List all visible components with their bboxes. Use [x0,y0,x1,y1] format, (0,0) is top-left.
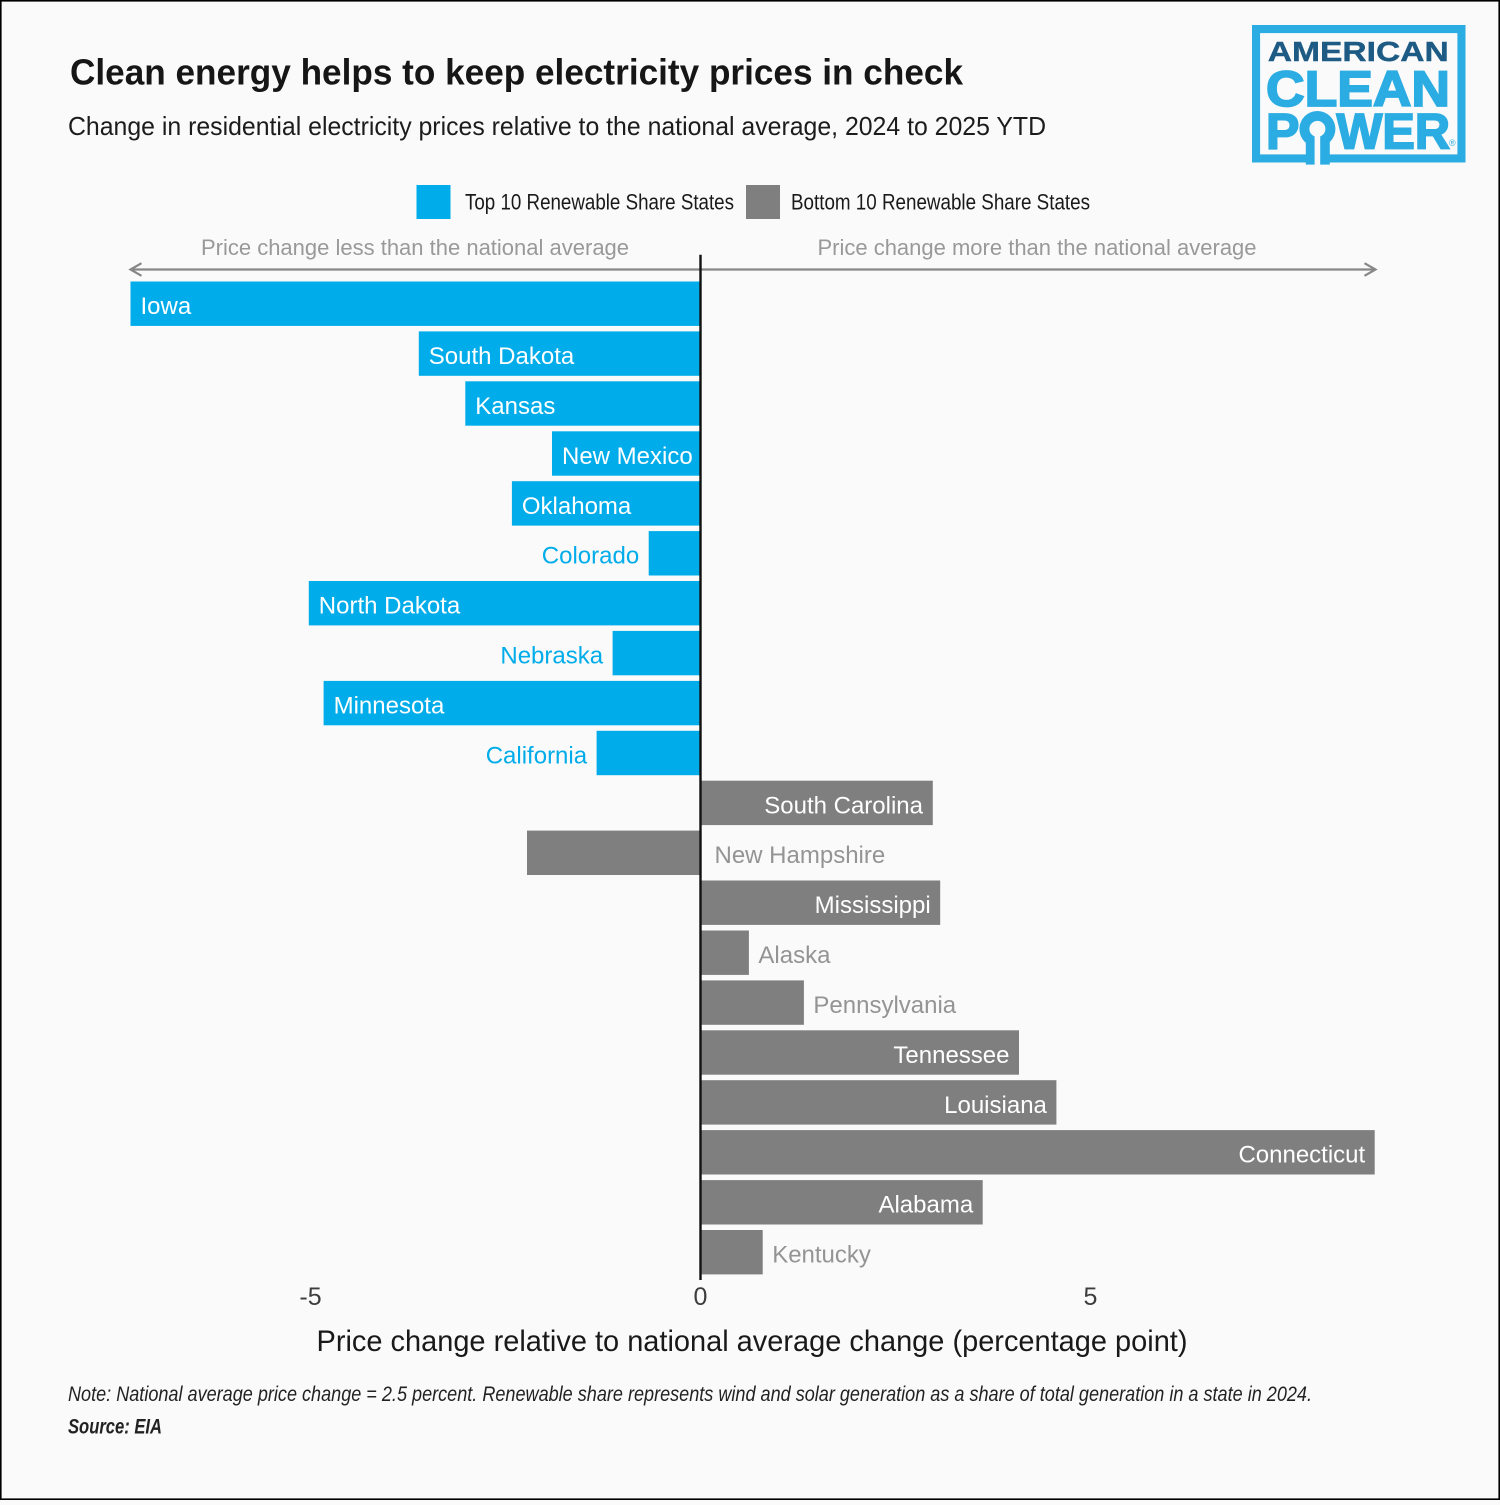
svg-text:New Hampshire: New Hampshire [715,842,886,869]
svg-text:South Carolina: South Carolina [764,792,923,819]
svg-text:®: ® [1449,138,1456,148]
svg-text:Source: EIA: Source: EIA [68,1415,162,1439]
svg-text:Nebraska: Nebraska [500,643,603,670]
svg-text:5: 5 [1084,1283,1098,1311]
svg-text:North Dakota: North Dakota [319,593,461,620]
svg-text:-5: -5 [299,1283,321,1311]
svg-text:Louisiana: Louisiana [944,1092,1047,1119]
svg-text:Kansas: Kansas [475,393,555,420]
svg-text:Price change less than the nat: Price change less than the national aver… [201,235,629,260]
svg-text:CLEAN: CLEAN [1266,61,1450,117]
svg-text:Colorado: Colorado [542,543,639,570]
svg-text:New Mexico: New Mexico [562,443,693,470]
svg-text:Kentucky: Kentucky [772,1242,871,1269]
svg-text:Oklahoma: Oklahoma [522,493,632,520]
svg-text:Pennsylvania: Pennsylvania [813,992,956,1019]
svg-text:Alaska: Alaska [758,942,831,969]
svg-text:Alabama: Alabama [878,1192,973,1219]
svg-text:South Dakota: South Dakota [429,343,575,370]
svg-text:Iowa: Iowa [141,293,192,320]
svg-text:Note: National average price c: Note: National average price change = 2.… [68,1382,1312,1406]
svg-text:Top 10 Renewable Share States: Top 10 Renewable Share States [465,190,734,215]
svg-text:Tennessee: Tennessee [893,1042,1009,1069]
svg-text:P: P [1266,104,1299,160]
svg-text:Price change more than the nat: Price change more than the national aver… [817,235,1256,260]
svg-text:Price change relative to natio: Price change relative to national averag… [317,1325,1188,1358]
svg-text:Change in residential electric: Change in residential electricity prices… [68,111,1046,141]
svg-text:AMERICAN: AMERICAN [1268,36,1449,67]
svg-text:WER: WER [1337,104,1451,160]
svg-text:0: 0 [694,1283,708,1311]
svg-text:California: California [486,742,588,769]
svg-text:Bottom 10 Renewable Share Stat: Bottom 10 Renewable Share States [791,190,1090,215]
svg-text:Clean energy helps to keep ele: Clean energy helps to keep electricity p… [70,52,964,93]
svg-text:Minnesota: Minnesota [334,693,445,720]
svg-text:Connecticut: Connecticut [1238,1142,1365,1169]
svg-text:Mississippi: Mississippi [815,892,931,919]
